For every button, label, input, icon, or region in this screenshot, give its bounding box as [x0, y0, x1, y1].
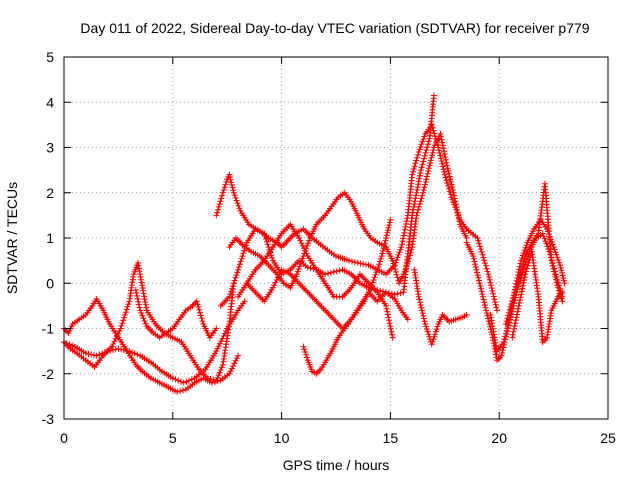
series-track-n [502, 180, 566, 327]
y-tick-label: -1 [42, 321, 55, 337]
series-line [413, 269, 467, 347]
series-track-k [411, 266, 470, 348]
x-tick-label: 15 [383, 430, 399, 446]
y-tick-label: 4 [46, 94, 54, 110]
series-markers [509, 248, 566, 346]
y-tick-label: -3 [42, 411, 55, 427]
series-track-o [509, 248, 566, 346]
data-area [61, 92, 568, 395]
series-track-h [235, 221, 396, 341]
y-tick-label: 3 [46, 140, 54, 156]
series-track-i [243, 266, 411, 332]
series-track-d [132, 287, 220, 341]
x-axis-label: GPS time / hours [283, 457, 390, 473]
series-markers [217, 92, 437, 309]
y-tick-label: 2 [46, 185, 54, 201]
grid [64, 57, 608, 419]
series-track-f [226, 130, 470, 291]
axis-ticks: 0 5 10 15 20 25 -3 -2 -1 0 1 2 3 4 5 [42, 49, 616, 446]
series-markers [411, 266, 470, 348]
series-track-j [300, 216, 394, 377]
series-track-c [61, 296, 242, 395]
x-tick-label: 0 [60, 430, 68, 446]
series-track-g [217, 92, 437, 309]
series-markers [226, 130, 470, 291]
chart-title: Day 011 of 2022, Sidereal Day-to-day VTE… [80, 20, 589, 36]
series-line [63, 300, 246, 384]
series-track-e [213, 121, 500, 314]
x-tick-label: 25 [600, 430, 616, 446]
x-tick-label: 10 [274, 430, 290, 446]
y-tick-label: 1 [46, 230, 54, 246]
series-markers [300, 216, 394, 377]
y-tick-label: 0 [46, 275, 54, 291]
y-tick-label: -2 [42, 366, 55, 382]
series-markers [132, 287, 220, 341]
y-axis-label: SDTVAR / TECUs [4, 182, 20, 294]
series-markers [235, 221, 396, 341]
y-tick-label: 5 [46, 49, 54, 65]
series-markers [502, 180, 566, 327]
x-tick-label: 5 [169, 430, 177, 446]
x-tick-label: 20 [491, 430, 507, 446]
series-markers [213, 121, 500, 314]
